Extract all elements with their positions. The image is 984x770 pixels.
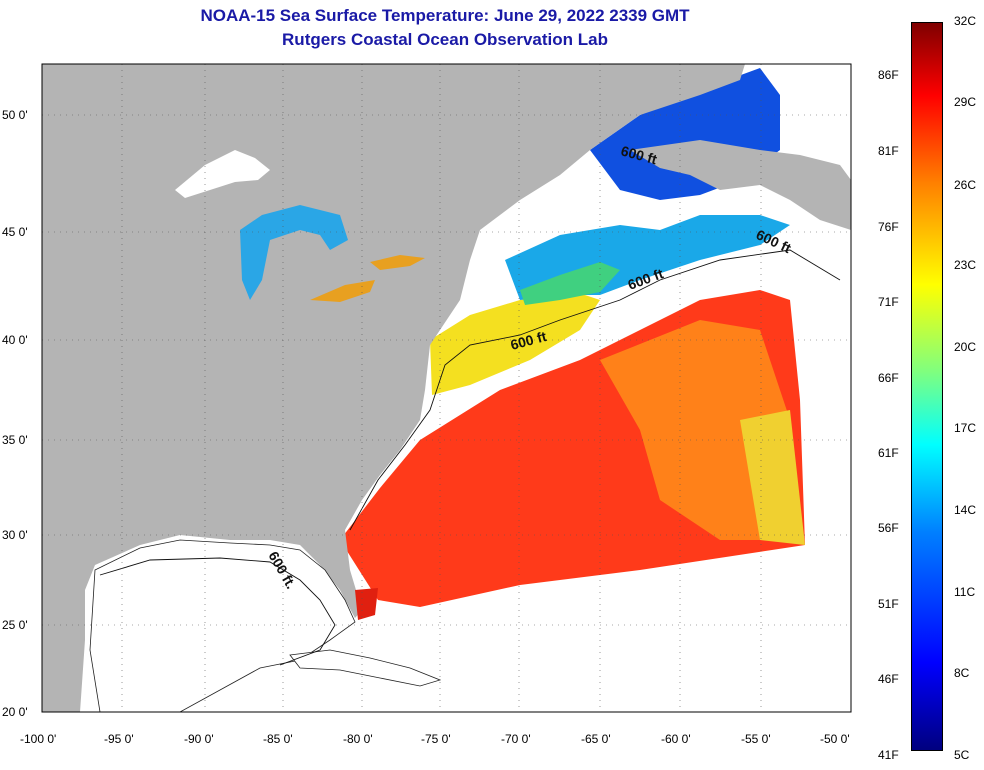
colorbar-c-label: 5C — [954, 748, 970, 762]
lon-tick-label: -95 0' — [104, 732, 134, 746]
sst-yellow-edge — [740, 410, 805, 545]
lat-tick-label: 40 0' — [2, 333, 28, 347]
lon-tick-labels: -100 0' -95 0' -90 0' -85 0' -80 0' -75 … — [20, 732, 850, 746]
lon-tick-label: -70 0' — [501, 732, 531, 746]
colorbar-f-label: 76F — [878, 220, 899, 234]
lat-tick-label: 30 0' — [2, 528, 28, 542]
lake-michigan-huron — [240, 205, 348, 300]
map-gridlines — [42, 64, 851, 712]
land-maritimes — [630, 140, 851, 230]
land-north-america — [42, 64, 745, 712]
colorbar-c-label: 32C — [954, 14, 977, 28]
temperature-colorbar — [911, 22, 943, 751]
colorbar-c-label: 14C — [954, 503, 977, 517]
gulf-of-mexico — [89, 539, 356, 712]
lat-tick-label: 45 0' — [2, 225, 28, 239]
map-subtitle: Rutgers Coastal Ocean Observation Lab — [282, 30, 608, 49]
colorbar-c-label: 29C — [954, 95, 977, 109]
lon-tick-label: -90 0' — [184, 732, 214, 746]
colorbar-c-label: 8C — [954, 666, 970, 680]
colorbar-f-label: 66F — [878, 371, 899, 385]
map-frame — [41, 63, 852, 713]
lon-tick-label: -100 0' — [20, 732, 56, 746]
sst-green-shelf — [520, 262, 620, 305]
sst-florida-straits — [355, 588, 378, 620]
colorbar-f-label: 81F — [878, 144, 899, 158]
map-title: NOAA-15 Sea Surface Temperature: June 29… — [200, 6, 690, 25]
contour-600ft-gulf — [99, 557, 336, 666]
colorbar-f-label: 61F — [878, 446, 899, 460]
lon-tick-label: -80 0' — [343, 732, 373, 746]
lon-tick-label: -60 0' — [661, 732, 691, 746]
lon-tick-label: -55 0' — [741, 732, 771, 746]
colorbar-f-label: 86F — [878, 68, 899, 82]
colorbar-f-label: 51F — [878, 597, 899, 611]
colorbar-c-label: 26C — [954, 178, 977, 192]
lon-tick-label: -50 0' — [820, 732, 850, 746]
lake-erie-ontario — [310, 255, 425, 302]
lake-superior — [175, 150, 270, 198]
lon-tick-label: -75 0' — [421, 732, 451, 746]
sst-shelf-yellow — [430, 290, 600, 395]
colorbar-f-label: 41F — [878, 748, 899, 762]
sst-orange-patches — [600, 320, 800, 540]
lon-tick-label: -65 0' — [581, 732, 611, 746]
colorbar-f-label: 56F — [878, 521, 899, 535]
lat-tick-label: 25 0' — [2, 618, 28, 632]
lat-tick-label: 20 0' — [2, 705, 28, 719]
colorbar-f-label: 71F — [878, 295, 899, 309]
colorbar-c-label: 23C — [954, 258, 977, 272]
colorbar-f-label: 46F — [878, 672, 899, 686]
lon-tick-label: -85 0' — [263, 732, 293, 746]
lat-tick-label: 35 0' — [2, 433, 28, 447]
map-layers — [42, 64, 851, 712]
colorbar-c-label: 11C — [954, 585, 976, 599]
land-cuba — [289, 649, 442, 687]
colorbar-c-label: 17C — [954, 421, 977, 435]
lat-tick-labels: 50 0' 45 0' 40 0' 35 0' 30 0' 25 0' 20 0… — [2, 108, 28, 719]
lat-tick-label: 50 0' — [2, 108, 28, 122]
contour-600ft-atlantic — [349, 249, 841, 531]
colorbar-c-label: 20C — [954, 340, 977, 354]
